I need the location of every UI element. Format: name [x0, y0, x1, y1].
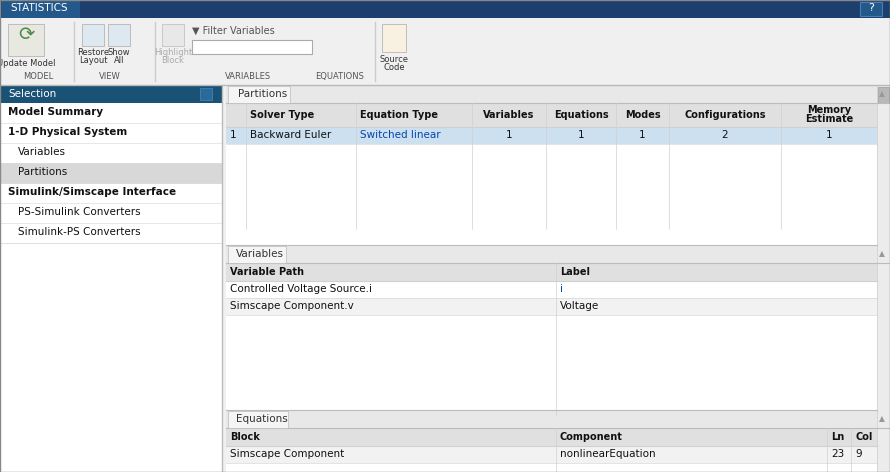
- Text: Partitions: Partitions: [238, 89, 287, 99]
- Text: Selection: Selection: [8, 89, 56, 99]
- Bar: [0, 163, 222, 183]
- Text: 1: 1: [506, 130, 513, 140]
- Bar: [226, 245, 890, 263]
- Text: Backward Euler: Backward Euler: [250, 130, 331, 140]
- Text: Solver Type: Solver Type: [250, 110, 314, 120]
- Bar: [226, 410, 890, 428]
- Text: STATISTICS: STATISTICS: [10, 3, 68, 13]
- Text: Simscape Component.v: Simscape Component.v: [230, 301, 353, 311]
- Text: Modes: Modes: [625, 110, 660, 120]
- Text: Block: Block: [162, 56, 184, 65]
- Bar: [0, 0, 890, 18]
- Bar: [0, 123, 222, 143]
- Bar: [192, 40, 312, 54]
- Text: Simulink/Simscape Interface: Simulink/Simscape Interface: [8, 187, 176, 197]
- Text: Partitions: Partitions: [18, 167, 68, 177]
- Text: Configurations: Configurations: [684, 110, 765, 120]
- Text: Block: Block: [230, 432, 260, 442]
- Bar: [228, 411, 288, 428]
- Text: Memory: Memory: [807, 105, 851, 115]
- Text: Variables: Variables: [483, 110, 535, 120]
- Bar: [226, 144, 877, 245]
- Text: EQUATIONS: EQUATIONS: [316, 72, 364, 81]
- Text: ?: ?: [868, 3, 874, 13]
- Bar: [0, 143, 222, 163]
- Text: 9: 9: [855, 449, 862, 459]
- Text: 23: 23: [831, 449, 845, 459]
- Text: 1: 1: [826, 130, 832, 140]
- Text: Show: Show: [108, 48, 130, 57]
- Bar: [226, 315, 877, 410]
- Text: Update Model: Update Model: [0, 59, 55, 68]
- Bar: [860, 2, 882, 16]
- Text: ▼ Filter Variables: ▼ Filter Variables: [192, 26, 275, 36]
- Bar: [0, 183, 222, 203]
- Bar: [0, 85, 222, 103]
- Text: Variables: Variables: [236, 249, 284, 259]
- Bar: [228, 246, 286, 263]
- Text: PS-Simulink Converters: PS-Simulink Converters: [18, 207, 141, 217]
- Bar: [2, 0, 80, 18]
- Bar: [8, 24, 44, 56]
- Bar: [162, 24, 184, 46]
- Text: Estimate: Estimate: [805, 114, 854, 124]
- Bar: [226, 446, 877, 463]
- Text: nonlinearEquation: nonlinearEquation: [560, 449, 656, 459]
- Bar: [226, 127, 877, 144]
- Text: Simscape Component: Simscape Component: [230, 449, 344, 459]
- Bar: [82, 24, 104, 46]
- Bar: [226, 428, 877, 446]
- Bar: [0, 18, 890, 85]
- Text: Component: Component: [560, 432, 623, 442]
- Text: Equation Type: Equation Type: [360, 110, 438, 120]
- Text: Restore: Restore: [77, 48, 109, 57]
- Bar: [0, 203, 222, 223]
- Text: Equations: Equations: [236, 414, 287, 424]
- Text: Variables: Variables: [18, 147, 66, 157]
- Bar: [226, 263, 877, 281]
- Bar: [382, 24, 406, 52]
- Bar: [226, 281, 877, 298]
- Text: Layout: Layout: [78, 56, 108, 65]
- Bar: [877, 85, 890, 472]
- Text: Label: Label: [560, 267, 590, 277]
- Text: MODEL: MODEL: [23, 72, 53, 81]
- Text: 1-D Physical System: 1-D Physical System: [8, 127, 127, 137]
- Bar: [228, 86, 290, 103]
- Text: ▲: ▲: [879, 414, 885, 423]
- Text: Ln: Ln: [831, 432, 845, 442]
- Text: Switched linear: Switched linear: [360, 130, 441, 140]
- Bar: [200, 88, 212, 100]
- Text: 1: 1: [639, 130, 646, 140]
- Text: Simulink-PS Converters: Simulink-PS Converters: [18, 227, 141, 237]
- Text: ▲: ▲: [879, 89, 885, 98]
- Text: ⟳: ⟳: [18, 25, 34, 44]
- Text: i: i: [560, 284, 563, 294]
- Text: Code: Code: [384, 63, 405, 72]
- Text: ▲: ▲: [879, 249, 885, 258]
- Text: Voltage: Voltage: [560, 301, 599, 311]
- Bar: [226, 298, 877, 315]
- Bar: [0, 103, 222, 123]
- Text: Source: Source: [379, 55, 409, 64]
- Bar: [226, 103, 877, 127]
- Text: Col: Col: [855, 432, 872, 442]
- Text: All: All: [114, 56, 125, 65]
- Text: Variable Path: Variable Path: [230, 267, 304, 277]
- Bar: [226, 85, 890, 103]
- Text: 1: 1: [578, 130, 585, 140]
- Text: Highlight: Highlight: [154, 48, 192, 57]
- Bar: [108, 24, 130, 46]
- Text: VARIABLES: VARIABLES: [225, 72, 271, 81]
- Bar: [0, 243, 222, 472]
- Bar: [226, 463, 877, 472]
- Bar: [878, 87, 889, 103]
- Text: Controlled Voltage Source.i: Controlled Voltage Source.i: [230, 284, 372, 294]
- Text: 2: 2: [722, 130, 728, 140]
- Text: VIEW: VIEW: [99, 72, 121, 81]
- Bar: [0, 223, 222, 243]
- Text: Model Summary: Model Summary: [8, 107, 103, 117]
- Text: 1: 1: [230, 130, 237, 140]
- Text: Equations: Equations: [554, 110, 608, 120]
